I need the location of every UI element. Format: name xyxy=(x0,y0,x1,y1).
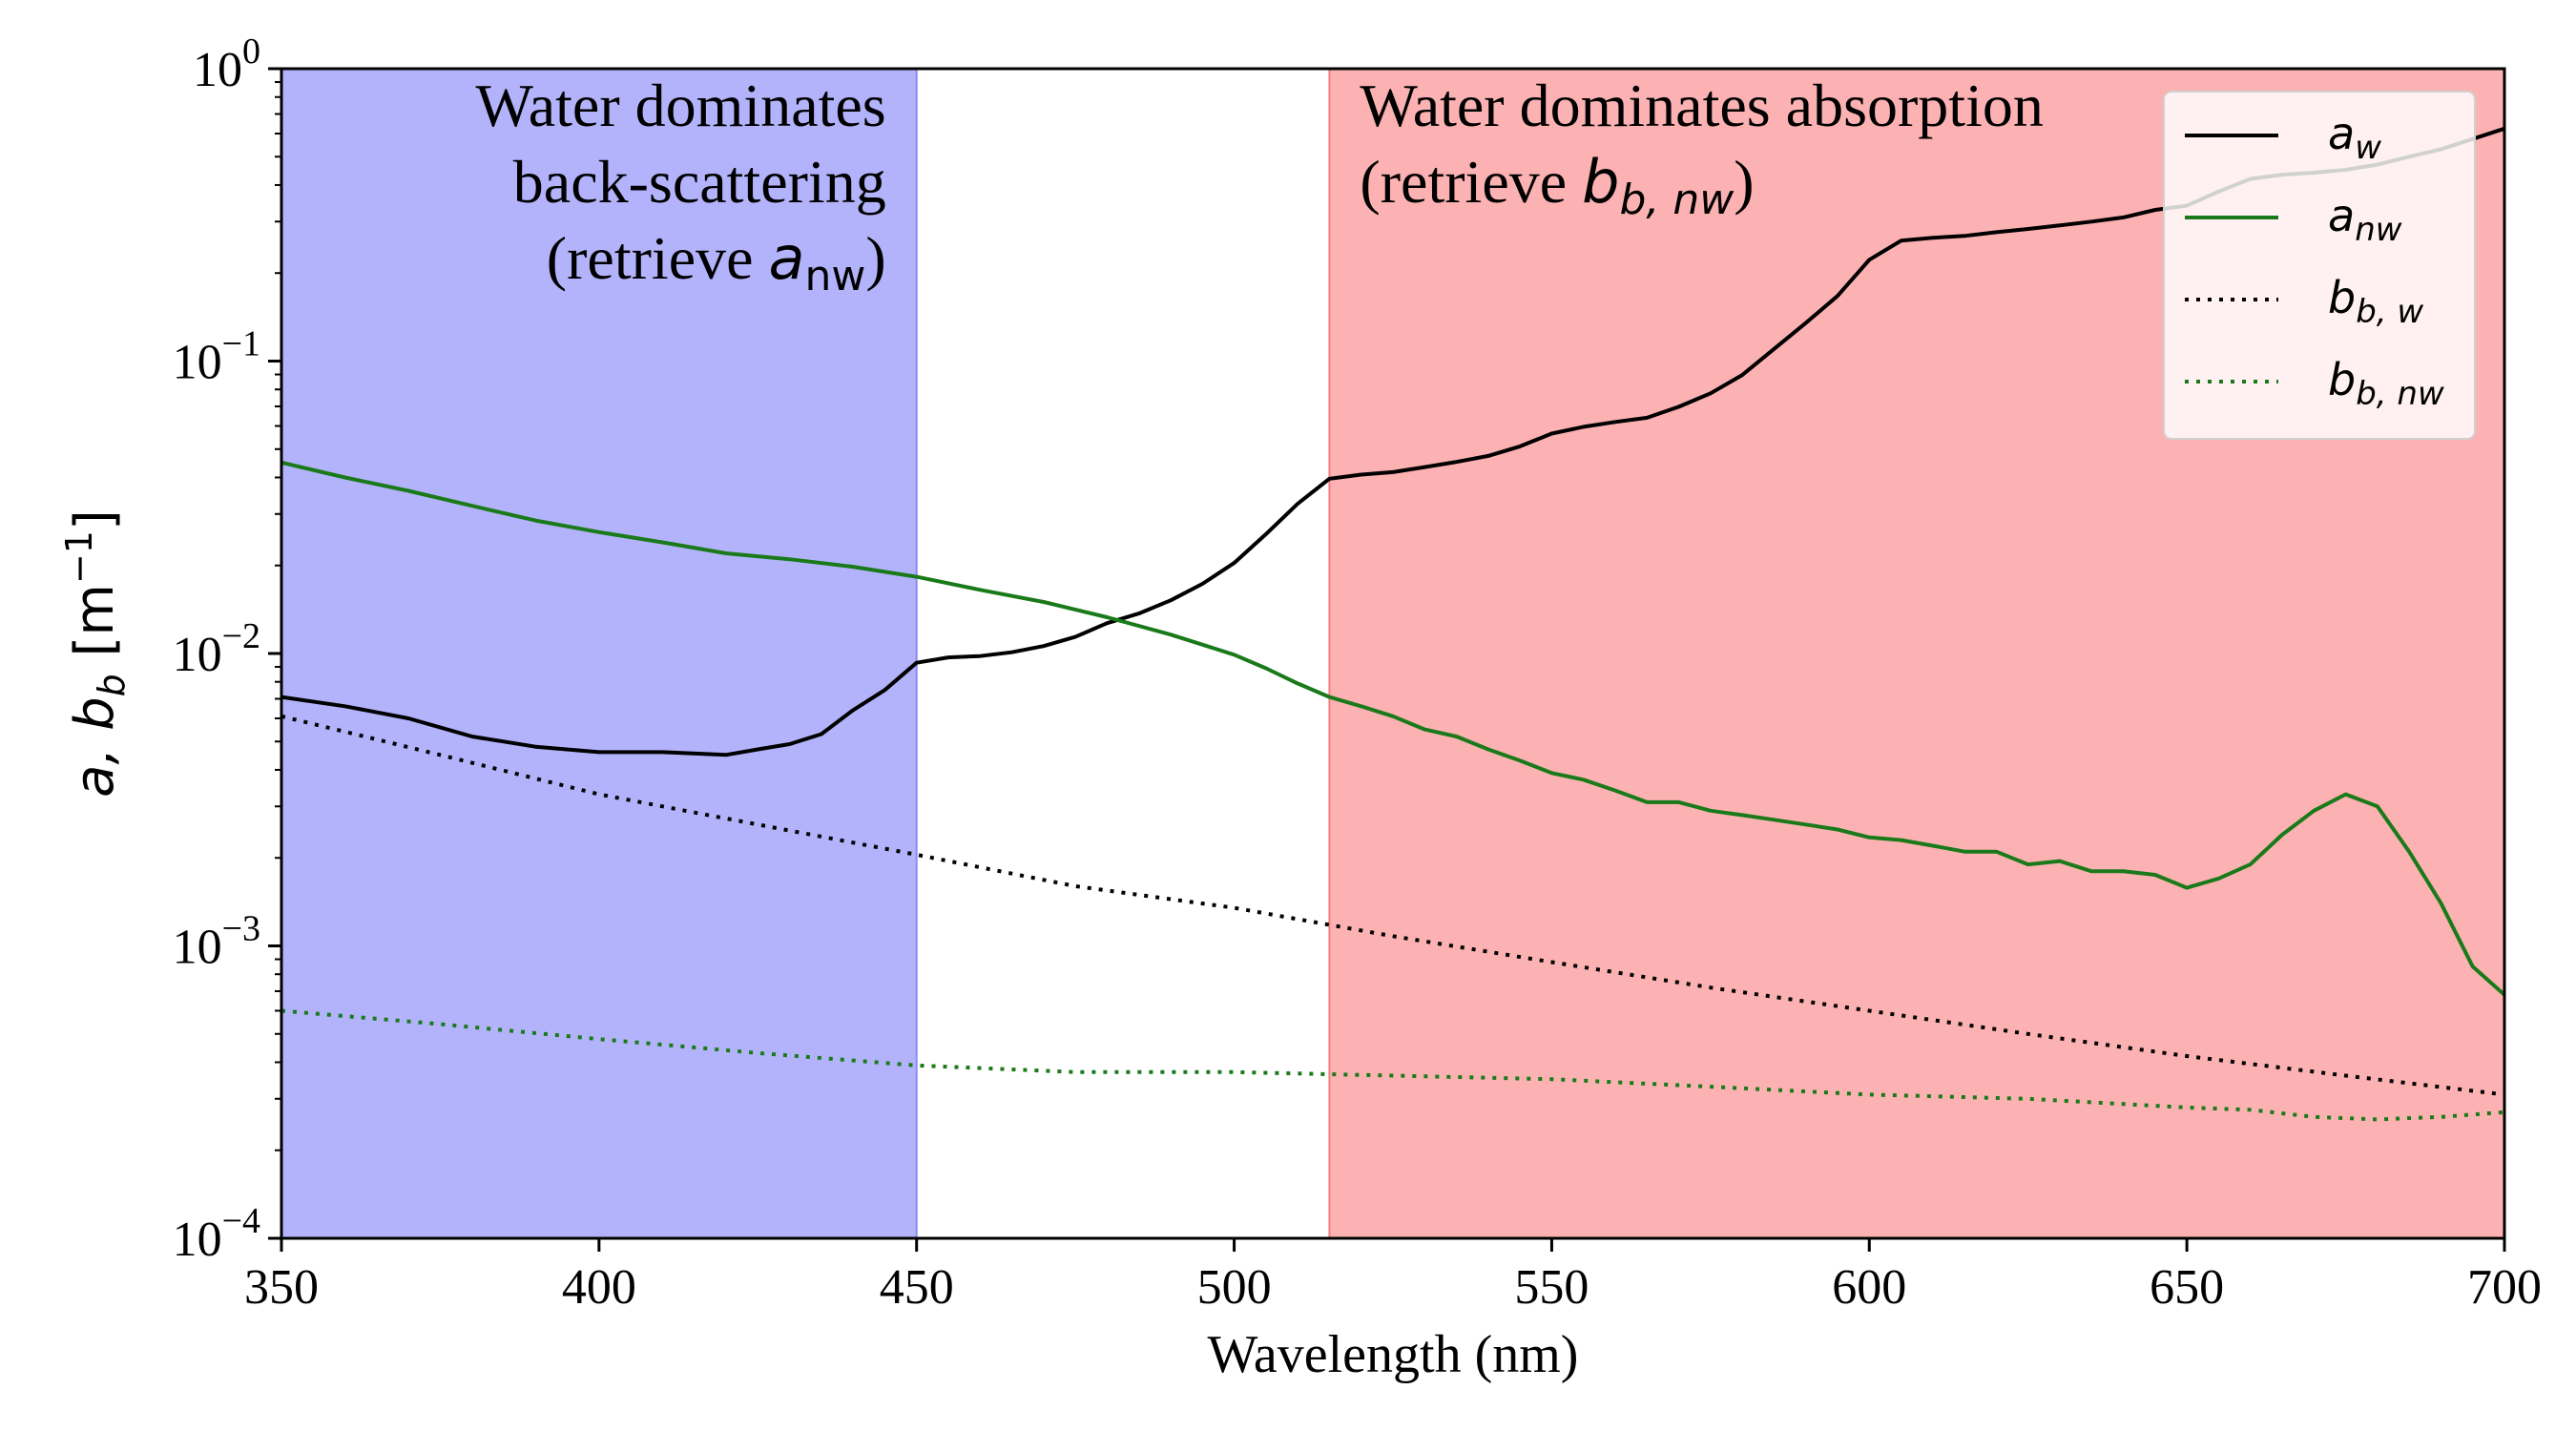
y-tick-label: 10−3 xyxy=(173,909,260,975)
water-absorption-region-label-line: Water dominates absorption xyxy=(1360,72,2043,139)
legend-label-main: a xyxy=(2328,190,2355,241)
y-axis-title-text: a, bb [m−1] xyxy=(58,509,133,798)
legend-label-main: b xyxy=(2328,354,2356,405)
water-backscatter-region-math-close: ) xyxy=(865,224,885,292)
y-tick-exponent: −1 xyxy=(222,324,260,364)
y-tick-base: 10 xyxy=(173,336,222,390)
legend-label-b_bnw: bb, nw xyxy=(2328,354,2444,413)
y-tick-label: 10−2 xyxy=(173,616,260,682)
water-absorption-region-math-main: b xyxy=(1582,147,1619,217)
region-annotations: Water dominates back-scattering (retrieve … xyxy=(475,72,2043,301)
y-axis-title-unit-open: [m xyxy=(64,584,126,674)
y-tick-exponent: −2 xyxy=(222,616,260,656)
x-tick-label: 400 xyxy=(562,1260,636,1315)
water-backscatter-region-math-sub: nw xyxy=(805,252,866,301)
x-axis-title: Wavelength (nm) xyxy=(1208,1325,1579,1384)
series-b_bnw-line xyxy=(280,1008,2505,1122)
water-backscatter-region-label-line: back-scattering xyxy=(513,148,886,216)
water-absorption-region-label-text: (retrieve xyxy=(1360,148,1582,216)
axis-ticks: 350 400 450 500 550 600 650 70010−410−310−210−1… xyxy=(173,31,2542,1315)
legend-box xyxy=(2163,91,2476,440)
y-tick-label: 100 xyxy=(193,31,260,97)
legend-label-sub: b, nw xyxy=(2356,375,2444,413)
legend-label-main: b xyxy=(2328,272,2356,323)
x-tick-label: 550 xyxy=(1514,1260,1589,1315)
water-backscatter-region-label-line: Water dominates xyxy=(475,72,885,139)
water-backscatter-region-math-main: a xyxy=(769,223,805,293)
legend-label-sub: nw xyxy=(2355,211,2402,249)
y-tick-base: 10 xyxy=(173,1213,222,1267)
y-axis-title: a, bb [m−1] xyxy=(58,509,133,798)
y-tick-base: 10 xyxy=(173,628,222,682)
series-a_nw-line xyxy=(280,460,2506,997)
y-axis-title-unit-close: ] xyxy=(64,509,126,530)
water-absorption-region-label-line: (retrieve bb, nw) xyxy=(1360,147,1754,224)
y-tick-exponent: 0 xyxy=(242,31,260,72)
x-tick-label: 700 xyxy=(2467,1260,2542,1315)
x-tick-label: 450 xyxy=(880,1260,954,1315)
legend-label-sub: w xyxy=(2355,129,2381,167)
y-tick-label: 10−1 xyxy=(173,324,260,390)
series-b_bw-line xyxy=(280,714,2505,1097)
y-tick-exponent: −4 xyxy=(222,1201,260,1241)
y-tick-base: 10 xyxy=(173,921,222,975)
legend-label-main: a xyxy=(2328,108,2355,159)
x-tick-label: 500 xyxy=(1197,1260,1272,1315)
y-axis-title-sub: b xyxy=(91,674,133,696)
x-tick-label: 350 xyxy=(244,1260,319,1315)
legend-label-sub: b, w xyxy=(2356,293,2423,331)
water-backscatter-region-label-text: Water dominates xyxy=(475,72,885,139)
water-backscatter-region-label-line: (retrieve anw) xyxy=(547,223,886,301)
legend-label-a_w: aw xyxy=(2328,108,2381,167)
y-axis-title-unit-sup: −1 xyxy=(58,530,100,584)
y-tick-base: 10 xyxy=(193,43,242,97)
water-absorption-region-label-text: Water dominates absorption xyxy=(1360,72,2043,139)
y-axis-title-main: a, b xyxy=(64,696,126,797)
water-backscatter-region-label-text: back-scattering xyxy=(513,148,886,216)
water-backscatter-region-fill xyxy=(281,69,917,1238)
legend-label-a_nw: anw xyxy=(2328,190,2402,249)
legend-label-b_bw: bb, w xyxy=(2328,272,2423,331)
y-tick-label: 10−4 xyxy=(173,1201,260,1267)
y-tick-exponent: −3 xyxy=(222,909,260,949)
water-absorption-region-math-close: ) xyxy=(1734,148,1754,216)
water-absorption-region-math-sub: b, nw xyxy=(1620,176,1735,224)
x-tick-label: 600 xyxy=(1832,1260,1906,1315)
x-tick-label: 650 xyxy=(2150,1260,2224,1315)
water-backscatter-region-label-text: (retrieve xyxy=(547,224,769,292)
